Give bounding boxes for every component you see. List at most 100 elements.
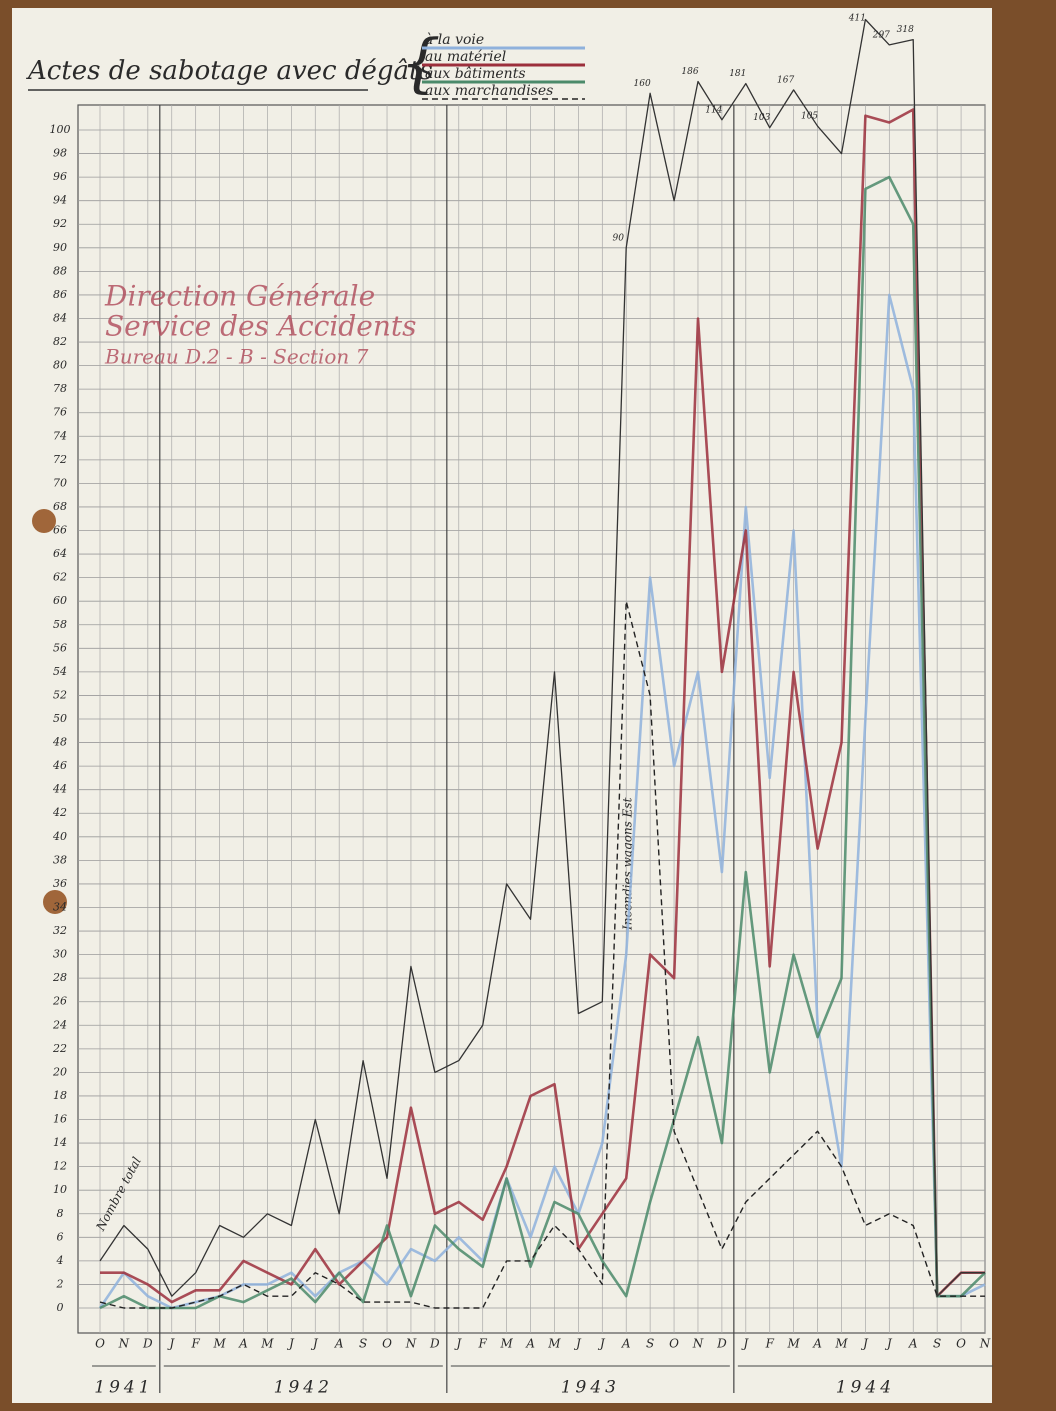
y-tick-label: 68	[53, 500, 67, 513]
year-label: 1941	[94, 1378, 153, 1398]
value-label: 90	[612, 233, 624, 243]
y-tick-label: 32	[53, 924, 67, 937]
series-line	[99, 175, 986, 1310]
x-tick-label: J	[860, 1337, 869, 1351]
value-label: 318	[897, 25, 914, 35]
x-tick-label: N	[979, 1337, 991, 1351]
y-tick-label: 42	[52, 806, 67, 819]
y-tick-label: 12	[53, 1160, 67, 1173]
y-tick-label: 22	[52, 1042, 67, 1055]
x-tick-label: S	[359, 1337, 367, 1351]
y-tick-label: 74	[53, 429, 67, 442]
x-tick-label: A	[525, 1337, 535, 1351]
x-tick-label: F	[478, 1337, 488, 1351]
x-tick-label: A	[334, 1337, 344, 1351]
y-tick-label: 40	[52, 830, 67, 843]
y-tick-label: 78	[53, 382, 67, 395]
y-tick-label: 20	[52, 1065, 67, 1078]
y-tick-label: 26	[52, 995, 67, 1008]
y-tick-label: 4	[56, 1254, 64, 1267]
y-tick-label: 14	[53, 1136, 67, 1149]
x-tick-label: F	[765, 1337, 775, 1351]
y-tick-label: 82	[53, 335, 67, 348]
x-tick-label: J	[573, 1337, 582, 1351]
y-tick-label: 50	[53, 712, 67, 725]
value-label: 160	[634, 79, 651, 89]
y-tick-label: 2	[56, 1277, 64, 1290]
stamp-line: Bureau D.2 - B - Section 7	[104, 345, 369, 369]
y-tick-label: 70	[53, 476, 67, 489]
y-tick-label: 98	[53, 147, 67, 160]
y-tick-label: 64	[53, 547, 67, 560]
y-tick-label: 54	[53, 665, 67, 678]
value-label: 181	[729, 69, 746, 79]
x-tick-label: O	[956, 1337, 966, 1351]
x-tick-label: J	[286, 1337, 295, 1351]
x-tick-label: N	[692, 1337, 704, 1351]
y-tick-label: 48	[52, 736, 67, 749]
y-tick-label: 66	[53, 524, 67, 537]
series-line	[99, 18, 985, 1297]
x-tick-label: J	[166, 1337, 175, 1351]
x-tick-label: F	[191, 1337, 201, 1351]
x-tick-label: S	[646, 1337, 654, 1351]
year-label: 1942	[274, 1378, 333, 1398]
y-tick-label: 24	[52, 1018, 67, 1031]
x-tick-label: A	[812, 1337, 822, 1351]
y-tick-label: 92	[53, 217, 67, 230]
y-tick-label: 90	[53, 241, 67, 254]
x-tick-label: M	[212, 1337, 226, 1351]
series-line	[100, 108, 985, 1304]
legend-label: aux marchandises	[425, 83, 553, 99]
y-tick-label: 6	[57, 1230, 64, 1243]
y-tick-label: 80	[53, 359, 67, 372]
y-tick-label: 30	[53, 948, 67, 961]
y-tick-label: 86	[53, 288, 67, 301]
x-tick-label: J	[884, 1337, 893, 1351]
legend-label: au matériel	[425, 49, 506, 65]
legend-label: aux bâtiments	[425, 66, 526, 82]
x-tick-label: A	[621, 1337, 631, 1351]
punch-hole	[32, 509, 56, 533]
x-tick-label: J	[310, 1337, 319, 1351]
series-line	[98, 293, 986, 1310]
x-tick-label: A	[908, 1337, 918, 1351]
value-label: 103	[753, 113, 770, 123]
y-tick-label: 94	[53, 194, 67, 207]
y-tick-label: 88	[53, 264, 67, 277]
x-tick-label: J	[597, 1337, 606, 1351]
x-tick-label: D	[429, 1337, 440, 1351]
year-label: 1944	[836, 1378, 895, 1398]
series-line	[99, 600, 985, 1309]
x-tick-label: S	[933, 1337, 941, 1351]
value-label: 114	[705, 105, 722, 115]
stamp-line: Service des Accidents	[105, 310, 417, 343]
y-tick-label: 0	[57, 1301, 64, 1314]
x-tick-label: A	[238, 1337, 248, 1351]
y-tick-label: 56	[53, 641, 67, 654]
x-tick-label: J	[740, 1337, 749, 1351]
y-tick-label: 10	[53, 1183, 67, 1196]
paper	[12, 8, 992, 1403]
y-tick-label: 38	[53, 853, 67, 866]
y-tick-label: 96	[53, 170, 67, 183]
x-tick-label: J	[453, 1337, 462, 1351]
y-tick-label: 34	[53, 900, 67, 913]
y-tick-label: 46	[52, 759, 67, 772]
x-tick-label: N	[118, 1337, 130, 1351]
value-label: 186	[681, 67, 698, 77]
value-label: 411	[848, 14, 866, 24]
value-label: 105	[801, 112, 818, 122]
x-tick-label: O	[95, 1337, 105, 1351]
grid: 0246810121416182022242628303234363840424…	[50, 104, 993, 1398]
chart-title: Actes de sabotage avec dégâts	[26, 56, 433, 86]
y-tick-label: 58	[53, 618, 67, 631]
y-tick-label: 44	[52, 783, 67, 796]
y-tick-label: 16	[53, 1113, 67, 1126]
punch-hole	[43, 890, 67, 914]
x-tick-label: M	[499, 1337, 513, 1351]
x-tick-label: O	[382, 1337, 392, 1351]
x-tick-label: D	[716, 1337, 727, 1351]
